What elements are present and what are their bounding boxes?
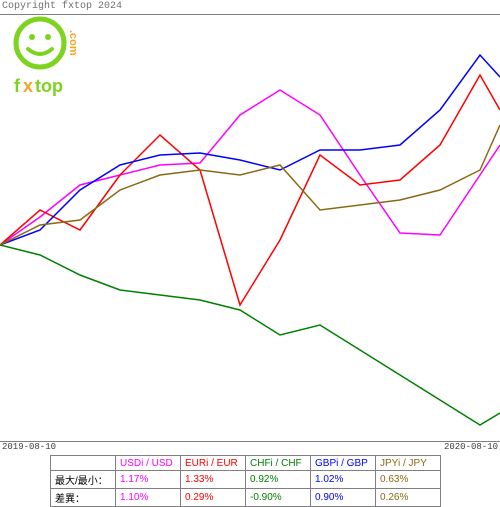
- chart-area: [0, 14, 500, 442]
- data-cell: 0.29%: [181, 489, 246, 507]
- series-line: [0, 245, 500, 425]
- data-cell: -0.90%: [246, 489, 311, 507]
- x-axis-end: 2020-08-10: [444, 442, 498, 452]
- data-cell: 0.92%: [246, 471, 311, 489]
- data-cell: 0.90%: [311, 489, 376, 507]
- series-line: [0, 55, 500, 245]
- data-cell: 1.17%: [116, 471, 181, 489]
- chart-svg: [0, 15, 500, 441]
- table-header-row: USDi / USDEURi / EURCHFi / CHFGBPi / GBP…: [51, 456, 441, 471]
- data-cell: 1.10%: [116, 489, 181, 507]
- column-header: USDi / USD: [116, 456, 181, 471]
- column-header: GBPi / GBP: [311, 456, 376, 471]
- column-header: JPYi / JPY: [376, 456, 441, 471]
- data-cell: 1.33%: [181, 471, 246, 489]
- table-row: 最大/最小：1.17%1.33%0.92%1.02%0.63%: [51, 471, 441, 489]
- legend-table: USDi / USDEURi / EURCHFi / CHFGBPi / GBP…: [50, 455, 441, 507]
- table-row: 差異：1.10%0.29%-0.90%0.90%0.26%: [51, 489, 441, 507]
- row-label: 差異：: [51, 489, 116, 507]
- data-cell: 0.26%: [376, 489, 441, 507]
- series-line: [0, 90, 500, 245]
- blank-cell: [51, 456, 116, 471]
- data-cell: 0.63%: [376, 471, 441, 489]
- copyright-text: Copyright fxtop 2024: [2, 1, 122, 12]
- x-axis-start: 2019-08-10: [2, 442, 56, 452]
- column-header: CHFi / CHF: [246, 456, 311, 471]
- data-cell: 1.02%: [311, 471, 376, 489]
- column-header: EURi / EUR: [181, 456, 246, 471]
- row-label: 最大/最小：: [51, 471, 116, 489]
